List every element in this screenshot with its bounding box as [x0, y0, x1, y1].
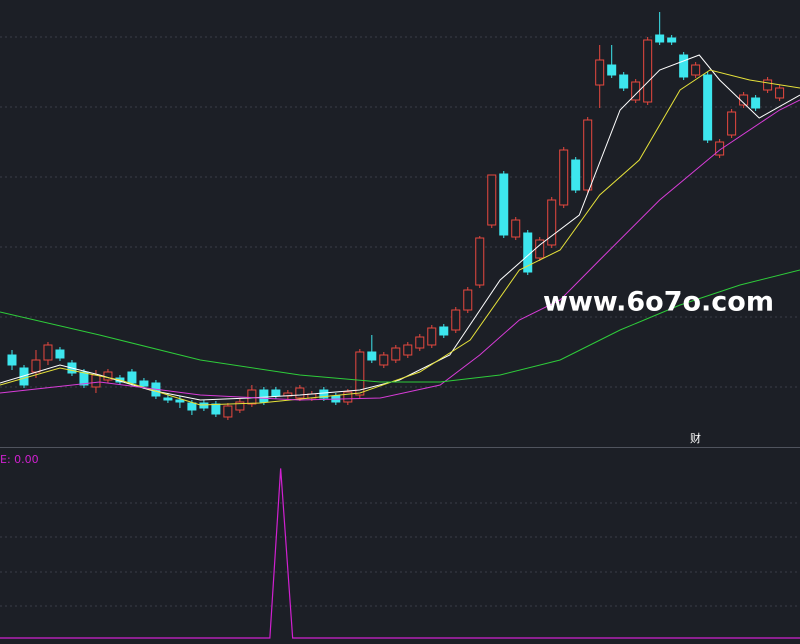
candle-body [487, 174, 497, 226]
candle-body [595, 59, 605, 86]
candle-body [427, 327, 437, 346]
candle-body [379, 354, 389, 366]
candle-body [163, 397, 173, 401]
candle-body [655, 34, 665, 43]
candle-body [439, 326, 449, 336]
candle-body [175, 399, 185, 403]
candle-body [139, 380, 149, 387]
plot-area [0, 12, 800, 639]
candle-body [7, 354, 17, 366]
candle-body [391, 347, 401, 361]
candle-body [751, 97, 761, 109]
candle-body [511, 219, 521, 238]
candle-body [127, 371, 137, 384]
candle-body [319, 389, 329, 399]
candle-body [775, 87, 785, 99]
candle-body [499, 173, 509, 236]
candle-body [403, 344, 413, 356]
candle-body [475, 237, 485, 286]
line [0, 69, 800, 406]
candle-body [547, 199, 557, 246]
line [0, 99, 800, 401]
candle-body [763, 79, 773, 91]
candle-body [367, 351, 377, 361]
candle-body [223, 405, 233, 418]
line [0, 269, 800, 383]
candle-body [355, 351, 365, 396]
candle-body [739, 94, 749, 106]
candle-body [451, 309, 461, 331]
candle-body [55, 349, 65, 359]
candle-body [295, 387, 305, 399]
candle-body [259, 389, 269, 403]
indicator-label: E: 0.00 [0, 453, 39, 466]
candle-body [199, 402, 209, 409]
candle-body [607, 64, 617, 76]
candle-body [271, 389, 281, 397]
grid [0, 36, 800, 607]
candle-body [679, 54, 689, 78]
candle-body [571, 159, 581, 191]
line [0, 468, 800, 639]
candle-body [619, 74, 629, 89]
candle-body [667, 37, 677, 43]
candle-body [91, 374, 101, 388]
candle-body [343, 391, 353, 403]
candle-body [559, 149, 569, 206]
event-marker: 财 [690, 431, 701, 445]
candle-body [79, 371, 89, 386]
candle-body [415, 336, 425, 349]
candle-body [187, 402, 197, 411]
candle-body [691, 64, 701, 76]
candle-body [43, 344, 53, 361]
candle-body [583, 119, 593, 191]
candle-body [463, 289, 473, 311]
candle-body [703, 74, 713, 141]
watermark: www.6o7o.com [543, 287, 774, 318]
candle-body [727, 111, 737, 136]
line [0, 54, 800, 401]
candle-body [31, 359, 41, 373]
candle-body [643, 39, 653, 103]
candle-body [715, 141, 725, 156]
candle-body [235, 401, 245, 411]
candle-body [631, 81, 641, 101]
candle-body [211, 403, 221, 415]
